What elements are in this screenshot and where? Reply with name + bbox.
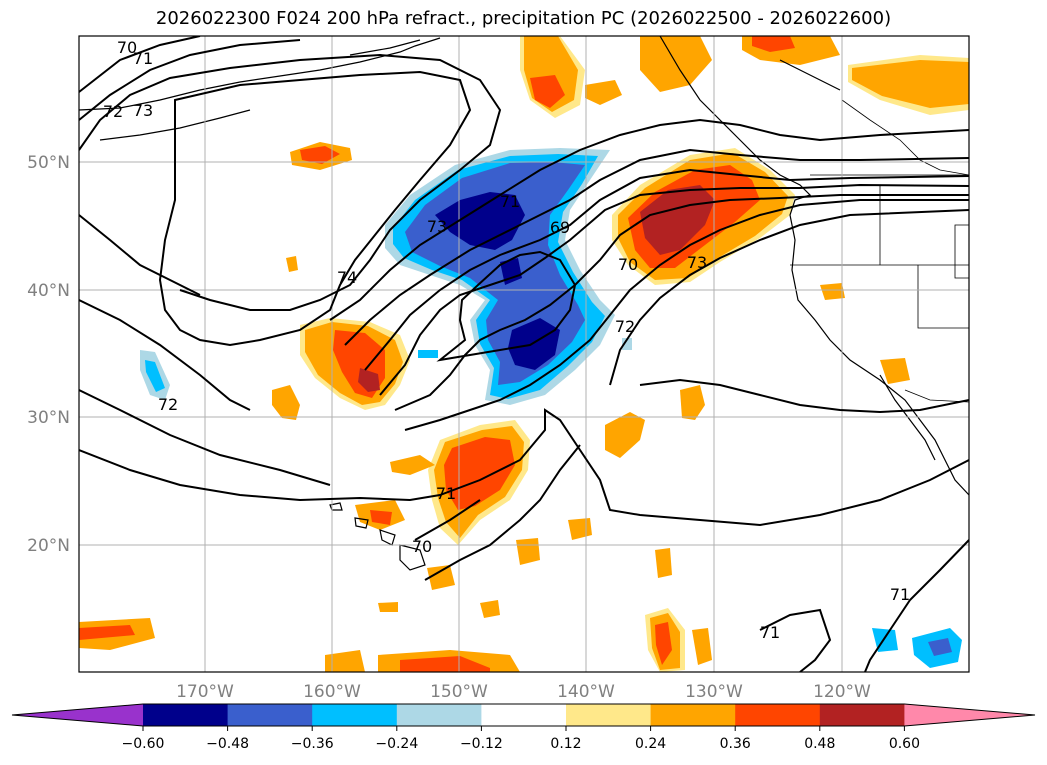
colorbar-tick-label: 0.48 (804, 736, 835, 752)
longitude-labels: 170°W 160°W 150°W 140°W 130°W 120°W (176, 682, 871, 702)
colorbar-extend-high (904, 704, 1035, 726)
map-title: 2026022300 F024 200 hPa refract., precip… (155, 8, 892, 29)
contour-label: 70 (618, 255, 638, 274)
contour-label: 70 (117, 38, 137, 57)
lon-label: 160°W (303, 682, 361, 702)
colorbar-tick-label: 0.24 (635, 736, 666, 752)
colorbar-swatch (650, 704, 736, 726)
colorbar-tick-label: −0.24 (375, 736, 418, 752)
lat-label: 20°N (27, 536, 70, 556)
contour-label: 73 (133, 101, 153, 120)
lat-label: 40°N (27, 281, 70, 301)
colorbar-tick-label: −0.60 (122, 736, 165, 752)
contour-label: 72 (103, 102, 123, 121)
precip-positive-areas (79, 36, 969, 672)
colorbar-tick-label: 0.12 (550, 736, 581, 752)
colorbar-swatch (735, 704, 821, 726)
contour-label: 69 (550, 218, 570, 237)
colorbar-tick-label: −0.36 (291, 736, 334, 752)
lon-label: 170°W (176, 682, 234, 702)
lon-label: 140°W (557, 682, 615, 702)
colorbar-extend-low (12, 704, 143, 726)
lon-label: 120°W (813, 682, 871, 702)
contour-labels: 70 71 72 73 74 73 71 69 70 73 72 72 71 7… (103, 38, 910, 642)
colorbar-swatch (819, 704, 905, 726)
lat-label: 30°N (27, 408, 70, 428)
graticule (79, 36, 969, 672)
colorbar: −0.60 −0.48 −0.36 −0.24 −0.12 0.12 0.24 0.36 0.4… (11, 703, 1036, 752)
contour-label: 74 (337, 268, 357, 287)
precip-negative-areas (140, 148, 962, 668)
lat-label: 50°N (27, 153, 70, 173)
colorbar-swatch (396, 704, 482, 726)
contour-label: 70 (412, 537, 432, 556)
colorbar-tick-label: 0.36 (720, 736, 751, 752)
colorbar-tick-label: −0.12 (460, 736, 503, 752)
coastlines (79, 36, 969, 571)
colorbar-swatch (312, 704, 398, 726)
contour-label: 71 (133, 49, 153, 68)
colorbar-swatch (143, 704, 229, 726)
contour-label: 73 (687, 253, 707, 272)
colorbar-swatch (481, 704, 567, 726)
contour-label: 72 (615, 317, 635, 336)
contour-label: 71 (760, 623, 780, 642)
latitude-labels: 50°N 40°N 30°N 20°N (27, 153, 70, 556)
refractivity-contours (79, 36, 969, 672)
colorbar-tick-label: −0.48 (206, 736, 249, 752)
contour-label: 71 (436, 484, 456, 503)
contour-label: 71 (890, 585, 910, 604)
contour-label: 73 (427, 217, 447, 236)
contour-label: 71 (500, 192, 520, 211)
lon-label: 130°W (685, 682, 743, 702)
colorbar-swatch (227, 704, 313, 726)
map-frame (78, 35, 970, 673)
colorbar-tick-label: 0.60 (889, 736, 920, 752)
lon-label: 150°W (430, 682, 488, 702)
contour-label: 72 (158, 395, 178, 414)
colorbar-swatch (566, 704, 652, 726)
